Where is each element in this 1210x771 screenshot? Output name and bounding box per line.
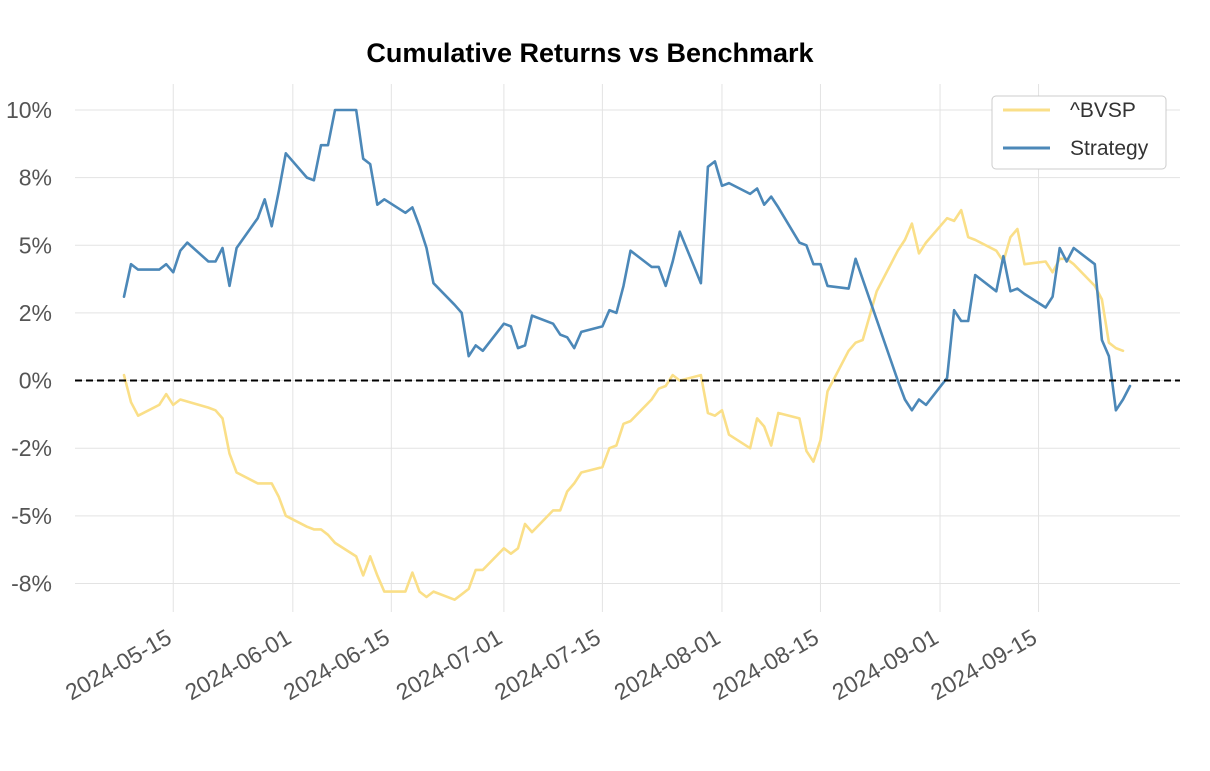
x-tick-label: 2024-07-01 <box>391 624 506 705</box>
legend-label-strategy: Strategy <box>1070 137 1149 160</box>
x-tick-label: 2024-09-01 <box>828 624 943 705</box>
x-tick-label: 2024-08-01 <box>610 624 725 705</box>
y-tick-label: -8% <box>11 570 52 596</box>
legend-box <box>991 95 1167 170</box>
x-tick-label: 2024-07-15 <box>490 624 605 705</box>
x-tick-label: 2024-05-15 <box>61 624 176 705</box>
y-tick-label: -5% <box>11 503 52 529</box>
x-axis-ticks: 2024-05-15 2024-06-012024-06-152024-07-01… <box>61 624 1041 705</box>
y-tick-label: 2% <box>19 300 52 326</box>
series-line-bvsp <box>122 208 1125 602</box>
chart-title: Cumulative Returns vs Benchmark <box>366 38 814 68</box>
x-tick-label: 2024-06-15 <box>279 624 394 705</box>
y-axis-ticks: -8% -5% -2% 0% 2% 5% 8% 10% <box>6 97 52 596</box>
series-layer <box>122 108 1132 602</box>
y-tick-label: 10% <box>6 97 52 123</box>
y-tick-label: -2% <box>11 435 52 461</box>
legend-label-bvsp: ^BVSP <box>1070 99 1136 122</box>
x-tick-label: 2024-08-15 <box>708 624 823 705</box>
grid-layer <box>75 84 1180 612</box>
series-line-strategy <box>122 108 1132 412</box>
x-tick-label: 2024-06-01 <box>180 624 295 705</box>
y-tick-label: 8% <box>19 165 52 191</box>
x-tick-label: 2024-09-15 <box>926 624 1041 705</box>
y-tick-label: 5% <box>19 232 52 258</box>
y-tick-label: 0% <box>19 368 52 394</box>
legend: ^BVSP Strategy <box>991 95 1167 170</box>
